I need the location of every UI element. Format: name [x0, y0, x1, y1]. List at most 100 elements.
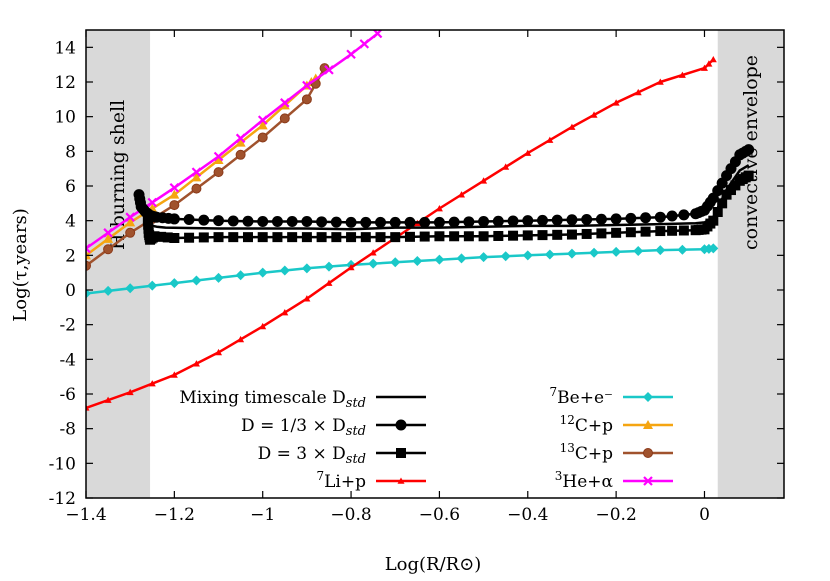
data-point [198, 232, 209, 243]
data-point [610, 213, 622, 225]
data-point [456, 253, 467, 264]
data-point [654, 211, 666, 223]
y-tick-label: -2 [59, 316, 76, 336]
data-point [502, 163, 510, 170]
data-point [169, 278, 180, 289]
data-point [148, 380, 156, 387]
data-point [184, 232, 195, 243]
data-point [103, 244, 114, 255]
data-point [449, 231, 460, 242]
data-point [228, 232, 239, 243]
data-point [242, 215, 254, 227]
data-point [213, 232, 224, 243]
data-point [596, 228, 607, 239]
data-point [522, 230, 533, 241]
data-point [169, 189, 180, 199]
data-point [566, 229, 577, 240]
y-tick-label: 8 [65, 142, 76, 162]
data-point [257, 132, 268, 143]
data-point [390, 257, 401, 268]
data-point [324, 65, 334, 75]
x-tick-label: −0.4 [507, 505, 548, 525]
legend-name: C+p [575, 444, 613, 464]
data-point [640, 212, 652, 224]
data-point [147, 280, 158, 291]
data-point [170, 371, 178, 378]
data-point [191, 167, 202, 177]
y-tick-label: 12 [54, 73, 76, 93]
data-point [478, 231, 489, 242]
y-axis-label: Log(τ,years) [10, 208, 31, 321]
data-point [103, 285, 114, 296]
data-point [612, 99, 620, 106]
x-tick-label: −0.8 [330, 505, 371, 525]
x-tick-label: 0 [699, 505, 710, 525]
legend-entry-2: D = 1/3 × Dstd [241, 416, 426, 439]
legend-superscript: 7 [550, 385, 558, 399]
y-tick-label: 4 [65, 212, 76, 232]
data-point [183, 214, 195, 226]
legend-entry-4: 7Li+p [317, 469, 426, 492]
data-point [192, 360, 200, 367]
data-point [595, 213, 607, 225]
shaded-region-2 [717, 30, 784, 498]
data-point [168, 213, 180, 225]
data-point [435, 205, 443, 212]
data-point [125, 227, 136, 238]
data-point [566, 214, 578, 226]
data-point [316, 232, 327, 243]
data-point [705, 60, 713, 67]
data-point [242, 232, 253, 243]
data-point [537, 230, 548, 241]
data-point [375, 216, 387, 228]
legend-marker [643, 448, 653, 458]
data-point [235, 133, 246, 144]
data-point [433, 216, 445, 228]
data-point [301, 232, 312, 243]
data-point [191, 275, 202, 286]
data-point [546, 136, 554, 143]
data-point [678, 71, 686, 78]
data-point [581, 228, 592, 239]
data-point [375, 232, 386, 243]
legend-subscript: std [346, 424, 366, 439]
data-point [271, 216, 283, 228]
data-point [103, 228, 113, 238]
data-point [522, 215, 534, 227]
series-3 [142, 170, 754, 245]
legend-label: D = 1/3 × Dstd [241, 416, 366, 439]
legend-label: 7Li+p [317, 469, 367, 492]
data-point [345, 216, 357, 228]
data-point [524, 149, 532, 156]
legend-label: 7Be+e⁻ [550, 385, 613, 408]
data-point [448, 216, 460, 228]
data-point [712, 207, 723, 217]
data-point [279, 265, 290, 276]
legend-superscript: 7 [317, 469, 325, 483]
data-point [463, 231, 474, 242]
legend-entry-5: 7Be+e⁻ [550, 385, 673, 408]
series-line [137, 148, 750, 224]
data-point [257, 115, 268, 125]
series-line [86, 247, 714, 295]
data-point [640, 226, 651, 237]
data-point [235, 149, 246, 160]
data-point [316, 216, 328, 228]
data-point [655, 245, 666, 256]
data-point [301, 263, 312, 274]
data-point [125, 212, 135, 222]
data-point [169, 233, 180, 243]
legend-marker [643, 392, 653, 402]
data-point [568, 123, 576, 130]
data-point [280, 98, 290, 108]
legend-label: 12C+p [560, 413, 614, 436]
legend-marker [643, 420, 653, 429]
data-point [86, 288, 91, 299]
data-point [463, 216, 475, 228]
data-point [667, 225, 678, 236]
y-tick-label: 2 [65, 246, 76, 266]
series-8 [86, 30, 383, 254]
data-point [303, 295, 311, 302]
data-point [104, 396, 112, 403]
data-point [257, 120, 268, 130]
